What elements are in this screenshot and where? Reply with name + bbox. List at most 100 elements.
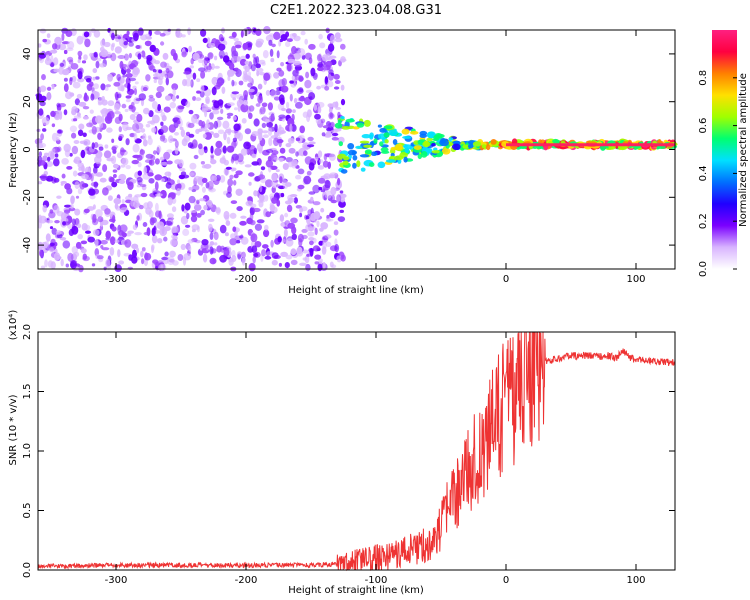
spectrogram-noise-blob	[37, 241, 44, 251]
spectrogram-noise-blob	[126, 68, 131, 74]
spectrogram-signal-blob	[440, 137, 447, 144]
spectrogram-noise-blob	[139, 149, 145, 155]
spectrogram-noise-blob	[265, 89, 271, 96]
spectrogram-noise-blob	[321, 235, 329, 243]
spectrogram-noise-blob	[173, 52, 178, 61]
spectrogram-noise-blob	[118, 126, 123, 133]
spectrogram-noise-blob	[251, 153, 257, 159]
spectrogram-noise-blob	[147, 172, 154, 177]
spectrogram-noise-blob	[308, 162, 315, 171]
spectrogram-noise-blob	[77, 223, 82, 229]
spectrogram-noise-blob	[274, 123, 278, 133]
spectrogram-noise-blob	[161, 256, 169, 261]
spectrogram-noise-blob	[190, 215, 198, 223]
spectrogram-noise-blob	[247, 82, 253, 88]
spectrogram-noise-blob	[111, 138, 115, 143]
spectrogram-noise-blob	[142, 86, 148, 92]
spectrogram-noise-blob	[137, 53, 142, 60]
spectrogram-noise-blob	[308, 43, 316, 50]
spectrogram-noise-blob	[151, 234, 158, 244]
spectrogram-noise-blob	[208, 42, 215, 48]
spectrogram-noise-blob	[328, 108, 333, 113]
spectrogram-noise-blob	[268, 115, 276, 122]
spectrogram-noise-blob	[80, 149, 86, 159]
spectrogram-noise-blob	[50, 261, 56, 270]
spectrogram-noise-blob	[304, 79, 312, 89]
spectrogram-noise-blob	[231, 79, 235, 87]
spectrogram-noise-blob	[219, 157, 227, 164]
spectrogram-noise-blob	[216, 116, 224, 121]
spectrogram-noise-blob	[241, 256, 246, 266]
spectrogram-noise-blob	[287, 58, 296, 64]
spectrogram-noise-blob	[210, 145, 214, 154]
spectrogram-noise-blob	[265, 211, 272, 218]
spectrogram-noise-blob	[165, 182, 172, 189]
spectrogram-noise-blob	[273, 96, 280, 101]
spectrogram-noise-blob	[47, 156, 51, 162]
spectrogram-signal-blob	[384, 125, 393, 130]
spectrogram-noise-blob	[211, 76, 218, 86]
spectrogram-noise-blob	[125, 232, 132, 237]
spectrogram-noise-blob	[140, 250, 144, 258]
spectrogram-noise-blob	[45, 233, 51, 242]
spectrogram-noise-blob	[232, 115, 237, 121]
spectrogram-noise-blob	[157, 75, 164, 81]
spectrogram-noise-blob	[222, 55, 230, 63]
spectrogram-noise-blob	[298, 134, 305, 140]
spectrogram-noise-blob	[201, 164, 207, 169]
spectrogram-noise-blob	[131, 159, 140, 165]
spectrogram-noise-blob	[279, 214, 285, 222]
spectrogram-noise-blob	[231, 31, 237, 38]
spectrogram-noise-blob	[269, 204, 276, 212]
spectrogram-signal-blob	[401, 128, 410, 135]
spectrogram-noise-blob	[113, 163, 119, 169]
spectrogram-noise-blob	[141, 50, 146, 58]
spectrogram-noise-blob	[170, 238, 178, 247]
spectrogram-noise-blob	[277, 128, 281, 137]
spectrogram-noise-blob	[329, 112, 333, 118]
spectrogram-noise-blob	[200, 161, 205, 165]
spectrogram-noise-blob	[255, 40, 263, 48]
spectrogram-noise-blob	[164, 220, 173, 226]
spectrogram-noise-blob	[50, 110, 56, 117]
spectrogram-noise-blob	[80, 240, 88, 245]
spectrogram-noise-blob	[95, 76, 100, 80]
y-tick-label: 0.5	[22, 503, 33, 519]
spectrogram-noise-blob	[260, 254, 264, 262]
spectrogram-noise-blob	[304, 156, 313, 165]
spectrogram-noise-blob	[340, 98, 346, 106]
spectrogram-noise-blob	[162, 52, 169, 60]
spectrogram-noise-blob	[306, 109, 312, 118]
spectrogram-noise-blob	[37, 43, 42, 48]
spectrogram-signal-blob	[403, 156, 408, 163]
spectrogram-noise-blob	[330, 186, 337, 196]
spectrogram-noise-blob	[261, 249, 267, 257]
snr-series-line	[37, 331, 676, 572]
spectrogram-noise-blob	[74, 208, 81, 216]
spectrogram-y-ticks: -40 -20 0 20 40	[22, 48, 675, 253]
spectrogram-noise-blob	[89, 52, 94, 57]
spectrogram-noise-blob	[127, 82, 131, 92]
spectrogram-noise-blob	[151, 227, 156, 237]
spectrogram-noise-blob	[53, 57, 59, 66]
colorbar-gradient	[712, 30, 737, 269]
spectrogram-noise-blob	[127, 181, 134, 190]
spectrogram-noise-blob	[209, 241, 215, 246]
spectrogram-noise-blob	[132, 67, 140, 76]
spectrogram-noise-blob	[251, 161, 260, 166]
spectrogram-signal-blob	[472, 141, 482, 147]
spectrogram-noise-blob	[151, 101, 158, 110]
spectrogram-noise-blob	[152, 114, 160, 124]
spectrogram-noise-blob	[207, 122, 214, 130]
spectrogram-noise-blob	[77, 188, 83, 195]
spectrogram-noise-blob	[324, 190, 333, 199]
spectrogram-noise-blob	[154, 158, 160, 165]
spectrogram-noise-blob	[270, 165, 278, 170]
spectrogram-noise-blob	[273, 31, 281, 40]
spectrogram-noise-blob	[334, 244, 340, 253]
spectrogram-noise-blob	[187, 142, 194, 149]
spectrogram-noise-blob	[164, 251, 169, 257]
spectrogram-noise-blob	[91, 126, 97, 135]
spectrogram-noise-blob	[95, 172, 103, 177]
spectrogram-noise-blob	[182, 79, 188, 87]
